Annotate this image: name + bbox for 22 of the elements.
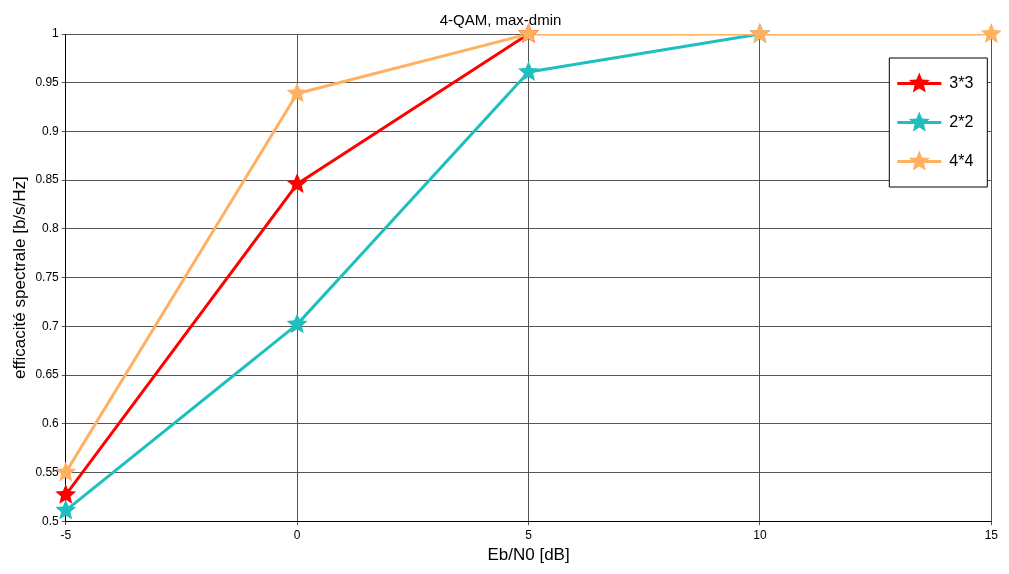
y-tick-label: 0.9 bbox=[42, 123, 60, 138]
y-tick-label: 0.55 bbox=[35, 464, 60, 479]
chart-title: 4-QAM, max-dmin bbox=[439, 11, 562, 29]
y-tick-label: 0.8 bbox=[42, 221, 60, 236]
x-tick-label: 5 bbox=[525, 527, 533, 542]
x-axis-title: Eb/N0 [dB] bbox=[487, 545, 570, 565]
y-tick-label: 0.5 bbox=[42, 513, 60, 528]
x-tick-label: 10 bbox=[753, 527, 767, 542]
x-tick-label: 15 bbox=[984, 527, 999, 542]
y-tick-label: 0.7 bbox=[42, 318, 60, 333]
legend-label: 4*4 bbox=[949, 151, 974, 169]
x-tick-label: -5 bbox=[60, 527, 72, 542]
y-tick-label: 0.65 bbox=[35, 367, 60, 382]
y-tick-label: 0.85 bbox=[35, 172, 60, 187]
y-tick-label: 0.75 bbox=[35, 269, 60, 284]
legend-label: 2*2 bbox=[949, 112, 974, 130]
y-tick-label: 0.6 bbox=[42, 416, 60, 431]
legend-label: 3*3 bbox=[949, 73, 974, 91]
x-tick-label: 0 bbox=[293, 527, 301, 542]
y-axis-title: efficacité spectrale [b/s/Hz] bbox=[9, 176, 29, 380]
y-tick-label: 1 bbox=[52, 26, 60, 41]
y-tick-label: 0.95 bbox=[35, 75, 60, 90]
